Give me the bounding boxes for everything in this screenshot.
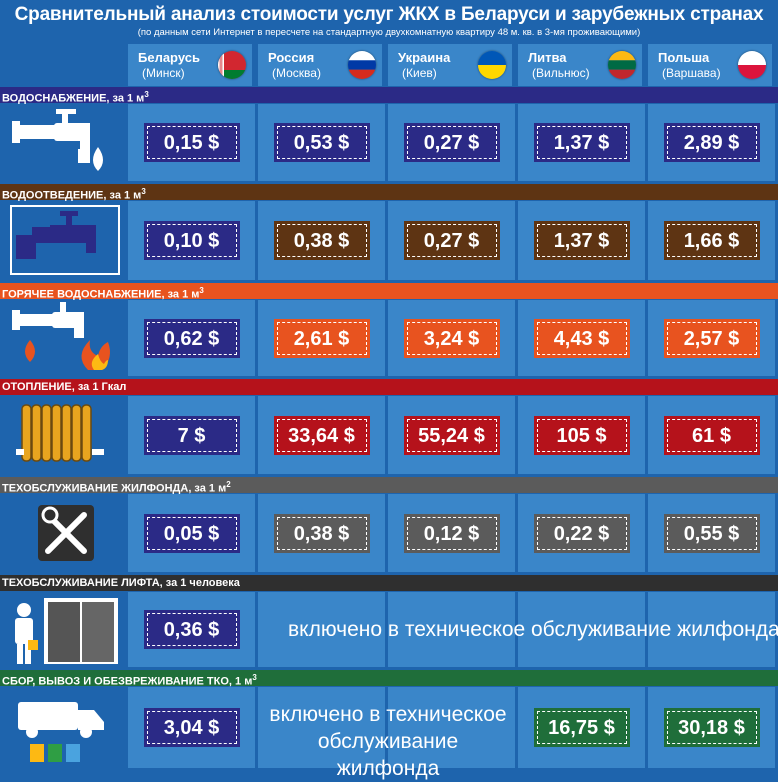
country-city: (Минск) <box>142 66 185 80</box>
page-title: Сравнительный анализ стоимости услуг ЖКХ… <box>14 4 764 25</box>
price-value: 0,05 $ <box>143 514 240 553</box>
section-row: 0,05 $ 0,38 $ 0,12 $ 0,22 $ 0,55 $ <box>0 494 778 572</box>
price-value: 16,75 $ <box>533 708 630 747</box>
price-value: 61 $ <box>663 416 760 455</box>
service-icon <box>0 396 127 474</box>
country-name: Беларусь <box>138 50 200 65</box>
section-label: ВОДООТВЕДЕНИЕ, за 1 м <box>2 189 142 202</box>
price-value: 0,27 $ <box>403 221 500 260</box>
price-value: 0,27 $ <box>403 123 500 162</box>
country-city: (Киев) <box>402 66 437 80</box>
country-column-cell <box>648 592 775 667</box>
price-value: 7 $ <box>143 416 240 455</box>
country-name: Польша <box>658 50 710 65</box>
section-row: 3,04 $ 16,75 $ 30,18 $ включено в техническ… <box>0 687 778 780</box>
included-note: включено в техническое обслуживание жилф… <box>288 618 778 641</box>
flag-icon <box>738 51 766 79</box>
section-row: 7 $ 33,64 $ 55,24 $ 105 $ 61 $ <box>0 396 778 474</box>
unit-superscript: 2 <box>226 480 231 489</box>
price-value: 0,10 $ <box>143 221 240 260</box>
country-column-cell <box>388 687 515 768</box>
country-column-cell <box>258 592 385 667</box>
price-value: 1,66 $ <box>663 221 760 260</box>
country-header-4: Польша (Варшава) <box>648 44 772 86</box>
country-column-cell <box>388 592 515 667</box>
price-value: 4,43 $ <box>533 319 630 358</box>
unit-superscript: 3 <box>252 673 257 682</box>
header: Сравнительный анализ стоимости услуг ЖКХ… <box>0 0 778 44</box>
price-value: 55,24 $ <box>403 416 500 455</box>
price-value: 0,62 $ <box>143 319 240 358</box>
country-header-3: Литва (Вильнюс) <box>518 44 642 86</box>
price-value: 1,37 $ <box>533 123 630 162</box>
country-column-cell <box>518 592 645 667</box>
price-value: 3,24 $ <box>403 319 500 358</box>
service-icon <box>0 201 127 280</box>
country-header-1: Россия (Москва) <box>258 44 382 86</box>
section-label: ГОРЯЧЕЕ ВОДОСНАБЖЕНИЕ, за 1 м <box>2 288 200 301</box>
price-value: 2,89 $ <box>663 123 760 162</box>
price-value: 0,55 $ <box>663 514 760 553</box>
price-value: 2,57 $ <box>663 319 760 358</box>
price-value: 0,38 $ <box>273 514 370 553</box>
country-header-2: Украина (Киев) <box>388 44 512 86</box>
country-name: Литва <box>528 50 567 65</box>
section-band: ТЕХОБСЛУЖИВАНИЕ ЖИЛФОНДА, за 1 м2 <box>0 477 778 495</box>
section-band: ВОДООТВЕДЕНИЕ, за 1 м3 <box>0 184 778 202</box>
unit-superscript: 3 <box>141 187 146 196</box>
section-label: ВОДОСНАБЖЕНИЕ, за 1 м <box>2 92 145 105</box>
page-subtitle: (по данным сети Интернет в пересчете на … <box>137 27 641 38</box>
price-value: 105 $ <box>533 416 630 455</box>
section-label: СБОР, ВЫВОЗ И ОБЕЗВРЕЖИВАНИЕ ТКО, 1 м <box>2 675 253 688</box>
section-band: ГОРЯЧЕЕ ВОДОСНАБЖЕНИЕ, за 1 м3 <box>0 283 778 301</box>
section-band: ТЕХОБСЛУЖИВАНИЕ ЛИФТА, за 1 человека <box>0 575 778 591</box>
country-name: Украина <box>398 50 451 65</box>
section-row: 0,36 $ включено в техническое обслуживани… <box>0 592 778 667</box>
price-value: 0,22 $ <box>533 514 630 553</box>
service-icon <box>0 104 127 181</box>
section-row: 0,62 $ 2,61 $ 3,24 $ 4,43 $ 2,57 $ <box>0 300 778 376</box>
section-band: ВОДОСНАБЖЕНИЕ, за 1 м3 <box>0 87 778 105</box>
unit-superscript: 3 <box>144 90 149 99</box>
flag-icon <box>218 51 246 79</box>
country-header-0: Беларусь (Минск) <box>128 44 252 86</box>
price-value: 0,12 $ <box>403 514 500 553</box>
country-city: (Москва) <box>272 66 321 80</box>
price-value: 1,37 $ <box>533 221 630 260</box>
price-value: 0,15 $ <box>143 123 240 162</box>
price-value: 33,64 $ <box>273 416 370 455</box>
flag-icon <box>478 51 506 79</box>
included-note: включено в техническое обслуживание жилф… <box>269 703 507 780</box>
section-band: ОТОПЛЕНИЕ, за 1 Гкал <box>0 379 778 395</box>
country-name: Россия <box>268 50 315 65</box>
section-label: ОТОПЛЕНИЕ, за 1 Гкал <box>2 381 127 393</box>
service-icon <box>0 687 127 768</box>
price-value: 0,53 $ <box>273 123 370 162</box>
section-label: ТЕХОБСЛУЖИВАНИЕ ЛИФТА, за 1 человека <box>2 577 240 589</box>
country-city: (Варшава) <box>662 66 721 80</box>
service-icon <box>0 300 127 376</box>
unit-superscript: 3 <box>199 286 204 295</box>
service-icon <box>0 494 127 572</box>
price-value: 0,38 $ <box>273 221 370 260</box>
service-icon <box>0 592 127 667</box>
section-row: 0,10 $ 0,38 $ 0,27 $ 1,37 $ 1,66 $ <box>0 201 778 280</box>
price-value: 0,36 $ <box>143 610 240 649</box>
section-band: СБОР, ВЫВОЗ И ОБЕЗВРЕЖИВАНИЕ ТКО, 1 м3 <box>0 670 778 688</box>
section-label: ТЕХОБСЛУЖИВАНИЕ ЖИЛФОНДА, за 1 м <box>2 482 227 495</box>
flag-icon <box>608 51 636 79</box>
price-value: 30,18 $ <box>663 708 760 747</box>
price-value: 3,04 $ <box>143 708 240 747</box>
price-value: 2,61 $ <box>273 319 370 358</box>
flag-icon <box>348 51 376 79</box>
country-column-cell <box>258 687 385 768</box>
country-city: (Вильнюс) <box>532 66 590 80</box>
section-row: 0,15 $ 0,53 $ 0,27 $ 1,37 $ 2,89 $ <box>0 104 778 181</box>
